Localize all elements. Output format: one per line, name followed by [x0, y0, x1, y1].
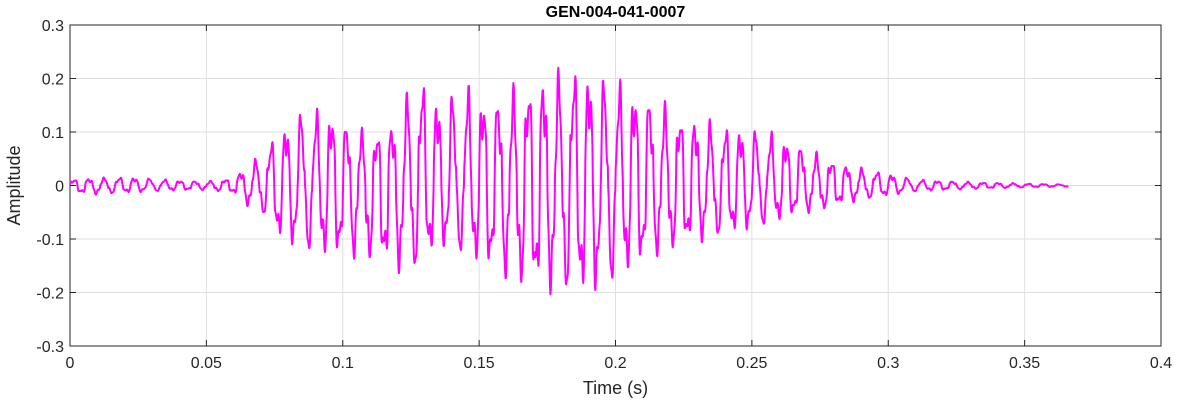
y-axis-label: Amplitude	[4, 145, 24, 225]
x-tick-label: 0.4	[1150, 355, 1172, 372]
x-axis-label: Time (s)	[583, 378, 648, 398]
x-tick-label: 0.25	[736, 355, 767, 372]
x-tick-labels: 0 0.05 0.1 0.15 0.2 0.25 0.3 0.35 0.4	[66, 355, 1173, 372]
x-tick-label: 0.3	[877, 355, 899, 372]
series-line-amplitude	[69, 66, 1069, 296]
x-tick-label: 0.1	[332, 355, 354, 372]
x-tick-label: 0.35	[1009, 355, 1040, 372]
y-tick-label: -0.1	[36, 232, 64, 249]
x-tick-label: 0.05	[191, 355, 222, 372]
y-tick-label: -0.2	[36, 286, 64, 303]
x-tick-label: 0	[66, 355, 75, 372]
axis-ticks	[69, 24, 1162, 347]
x-tick-label: 0.2	[604, 355, 626, 372]
y-tick-label: 0.3	[42, 18, 64, 35]
y-tick-labels: 0.3 0.2 0.1 0 -0.1 -0.2 -0.3	[36, 18, 64, 356]
chart-title: GEN-004-041-0007	[546, 4, 686, 21]
y-tick-label: 0.1	[42, 125, 64, 142]
y-tick-label: -0.3	[36, 339, 64, 356]
x-tick-label: 0.15	[464, 355, 495, 372]
y-tick-label: 0	[55, 179, 64, 196]
y-tick-label: 0.2	[42, 72, 64, 89]
